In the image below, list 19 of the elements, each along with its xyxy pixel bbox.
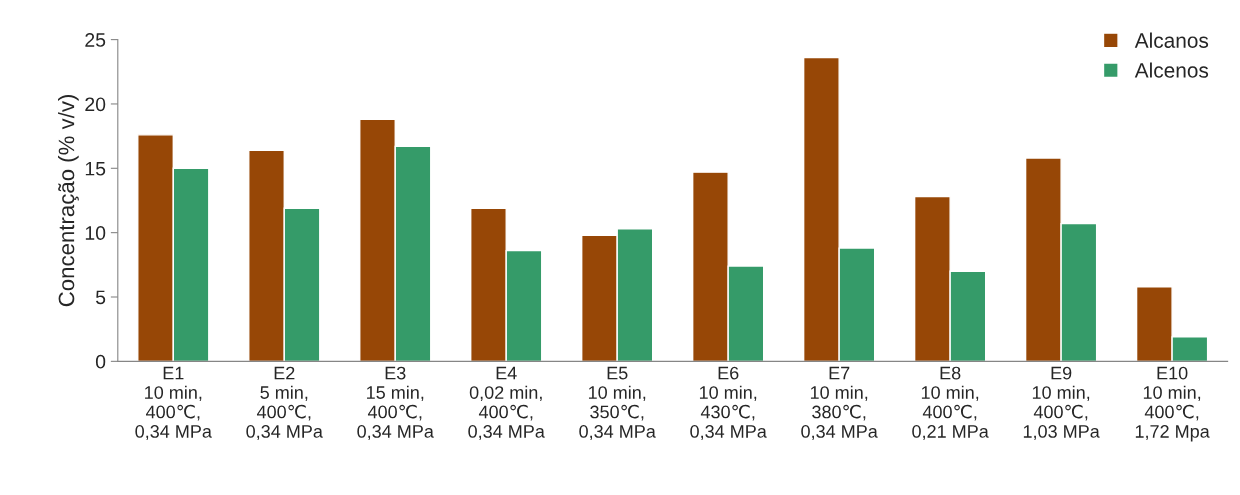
y-tick-label: 15	[85, 161, 106, 176]
y-axis-title: Concentração (% v/v)	[58, 95, 79, 307]
x-tick-label: E8 10 min, 400℃, 0,21 MPa	[912, 366, 989, 440]
x-tick-label: E1 10 min, 400℃, 0,34 MPa	[135, 366, 212, 440]
y-tick-label: 10	[85, 226, 106, 240]
y-tick-label: 20	[85, 97, 106, 112]
x-tick-label: E3 15 min, 400℃, 0,34 MPa	[357, 366, 434, 440]
x-tick-label: E7 10 min, 380℃, 0,34 MPa	[801, 366, 878, 440]
legend-label: Alcenos	[1134, 62, 1209, 78]
x-tick-label: E6 10 min, 430℃, 0,34 MPa	[690, 366, 767, 440]
y-tick-label: 5	[95, 290, 106, 305]
x-tick-label: E5 10 min, 350℃, 0,34 MPa	[579, 366, 656, 440]
x-tick-label: E10 10 min, 400℃, 1,72 Mpa	[1135, 366, 1210, 442]
y-tick-label: 25	[85, 33, 106, 47]
x-tick-label: E2 5 min, 400℃, 0,34 MPa	[246, 366, 323, 440]
legend-label: Alcanos	[1134, 32, 1209, 48]
y-tick-label: 0	[95, 354, 106, 369]
x-tick-label: E4 0,02 min, 400℃, 0,34 MPa	[468, 366, 545, 440]
x-tick-label: E9 10 min, 400℃, 1,03 MPa	[1023, 366, 1100, 440]
